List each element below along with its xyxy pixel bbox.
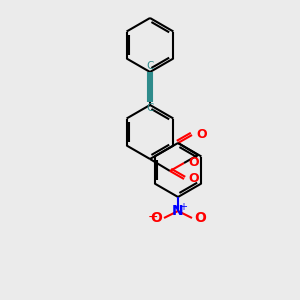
Text: O: O	[188, 157, 199, 169]
Text: O: O	[194, 211, 206, 225]
Text: N: N	[172, 204, 184, 218]
Text: O: O	[150, 211, 162, 225]
Text: O: O	[196, 128, 207, 142]
Text: C: C	[146, 103, 154, 113]
Text: −: −	[148, 211, 158, 224]
Text: +: +	[179, 202, 187, 212]
Text: O: O	[188, 172, 199, 185]
Text: C: C	[146, 61, 154, 71]
